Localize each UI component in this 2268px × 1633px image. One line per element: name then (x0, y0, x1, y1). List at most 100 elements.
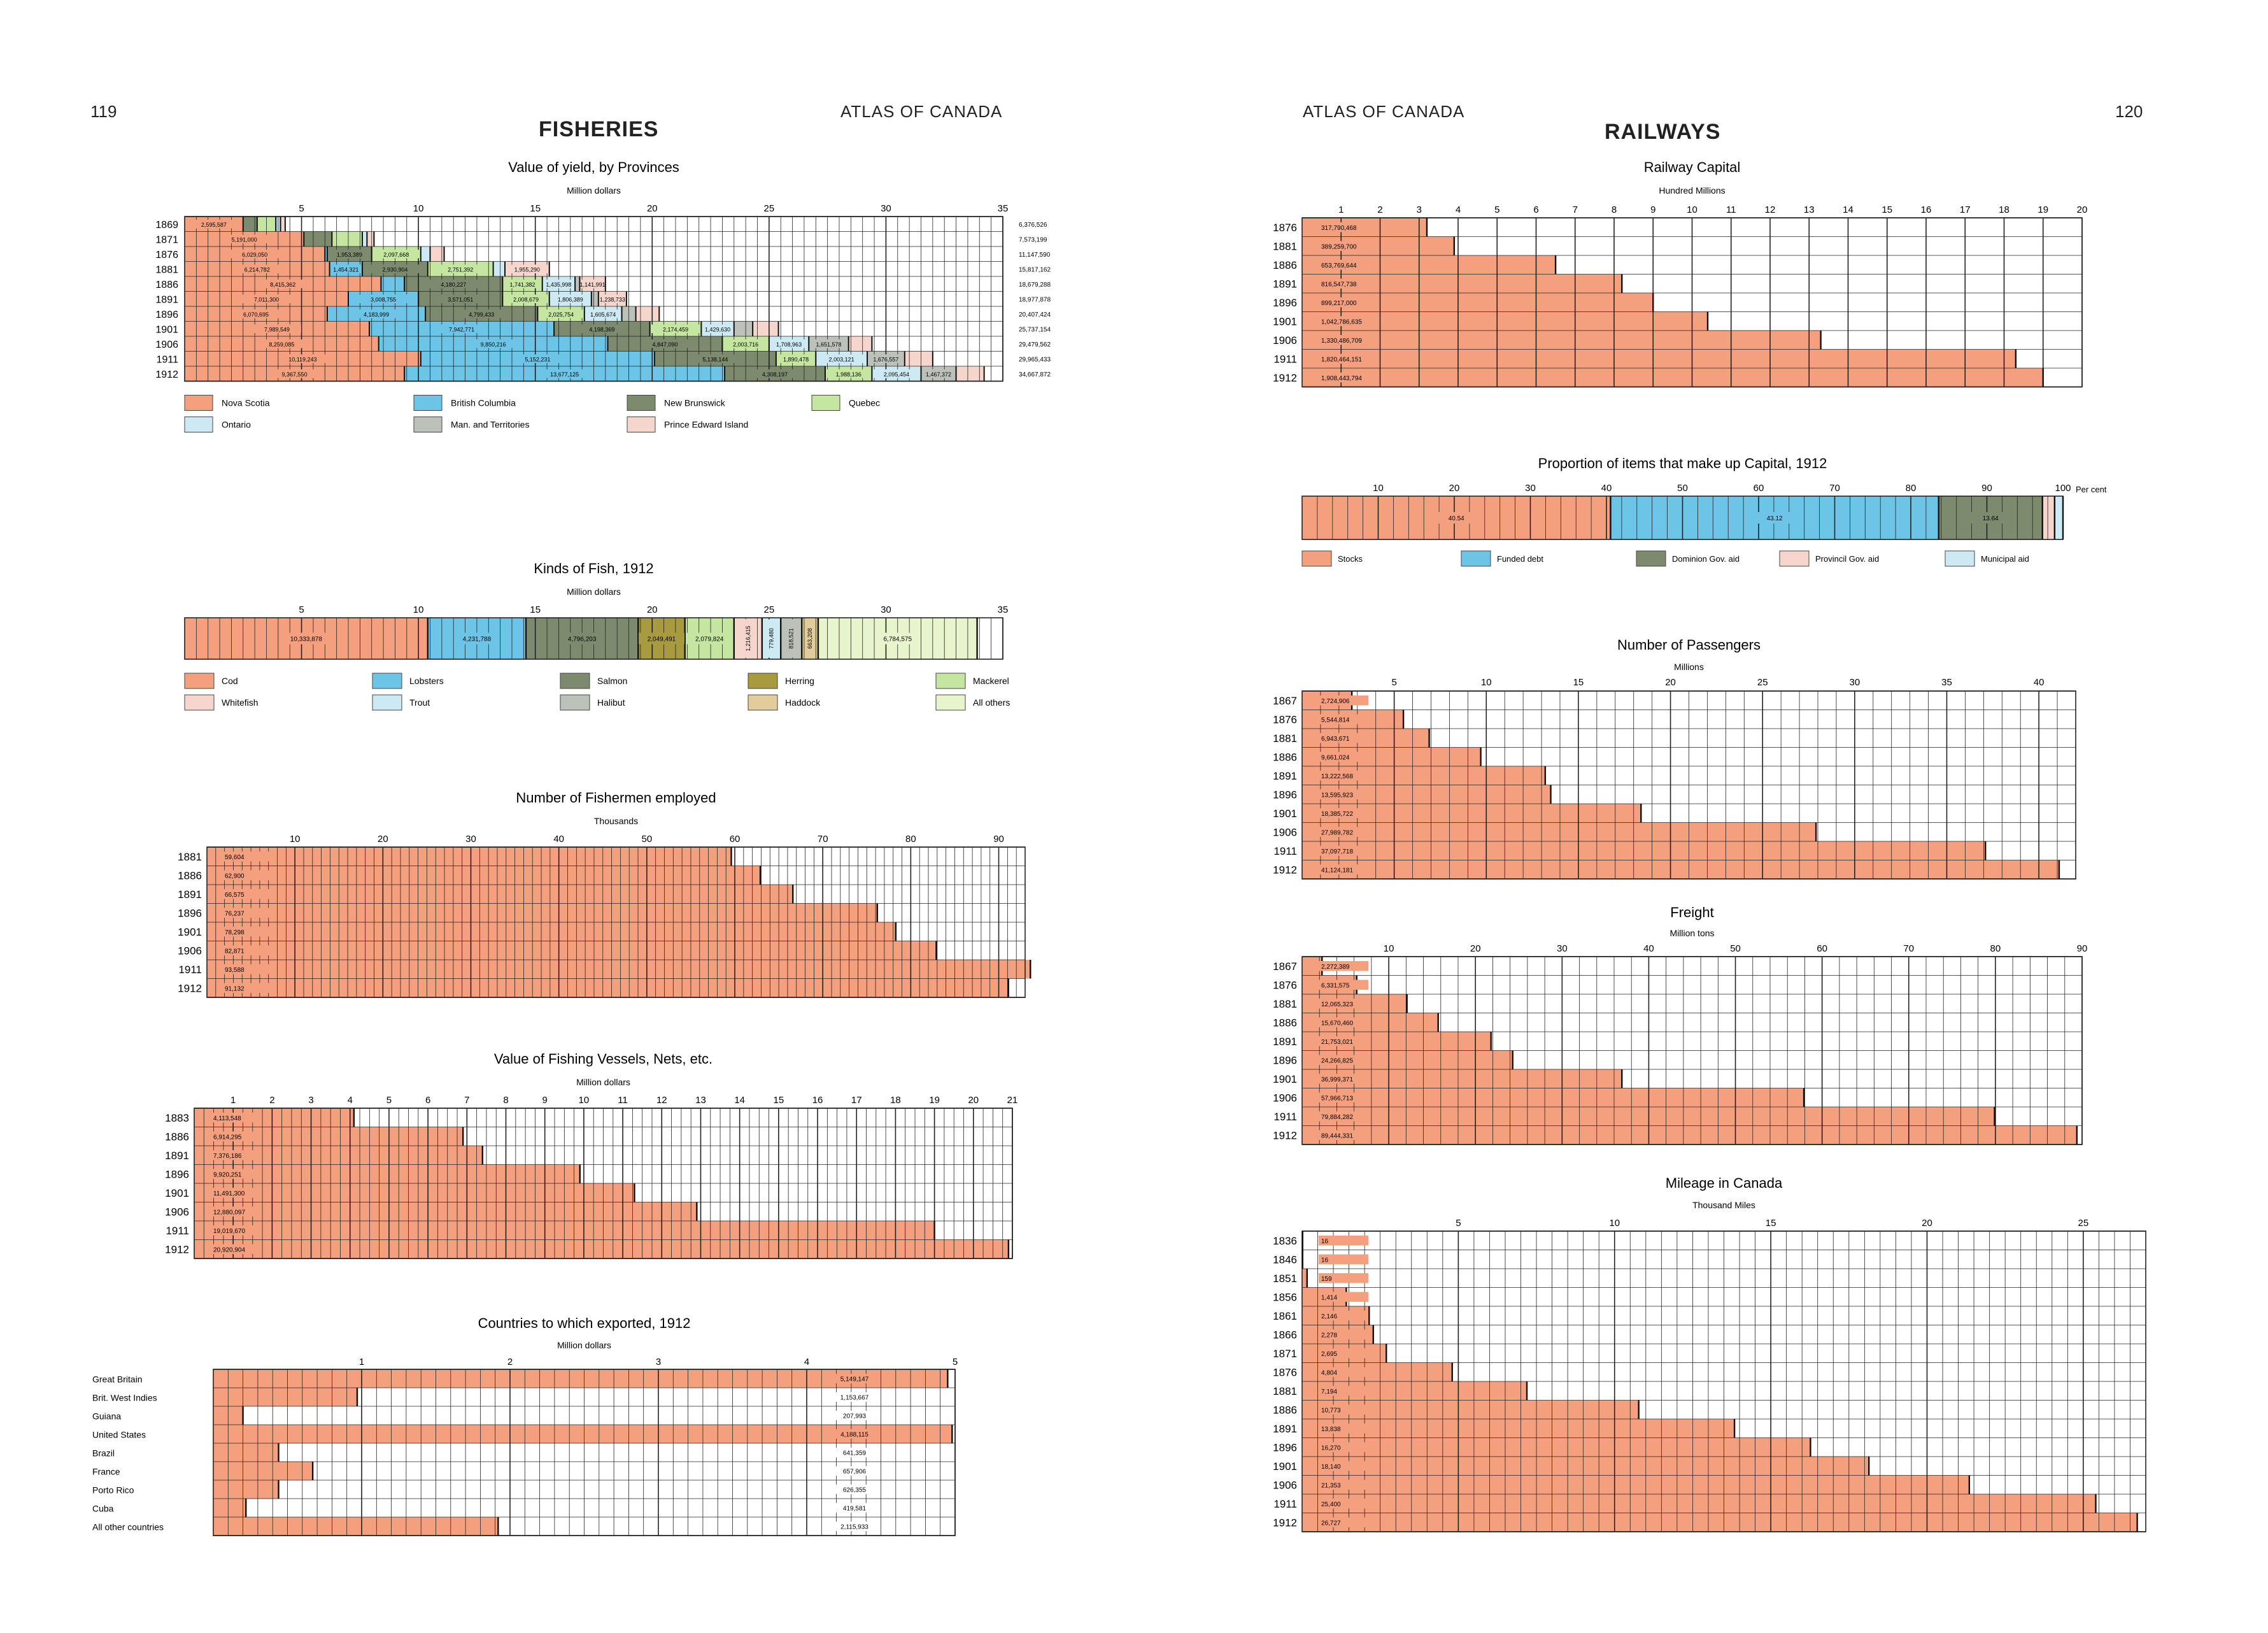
data-label-bg (242, 294, 291, 303)
data-label-bg (1319, 1480, 1368, 1490)
category-label: 1881 (1273, 1385, 1297, 1397)
section-title-railways: RAILWAYS (1605, 120, 1721, 144)
chart-mileage-in-canada: Mileage in Canada Thousand Miles 5 10 15 20 25… (1273, 1175, 2146, 1532)
data-label: 7,942,771 (449, 326, 474, 332)
tick-label: 6 (425, 1095, 430, 1106)
bar (1302, 841, 1986, 860)
legend-label: Dominion Gov. aid (1672, 554, 1740, 564)
data-label-bg (830, 1374, 880, 1383)
chart-kinds-of-fish: Kinds of Fish, 1912 Million dollars 5 10 15 2… (184, 560, 1010, 711)
row-total-label: 7,573,199 (1019, 236, 1047, 243)
chart-title: Mileage in Canada (1666, 1175, 1783, 1191)
bar-segment (753, 321, 779, 336)
category-label: All other countries (92, 1522, 164, 1532)
page-number-left: 119 (90, 102, 117, 121)
legend-swatch (1945, 550, 1975, 567)
tick-label: 15 (1766, 1218, 1776, 1229)
data-label: 816,547,738 (1321, 281, 1357, 288)
tick-label: 4 (348, 1095, 353, 1106)
chart-value-of-yield: Value of yield, by Provinces Million doll… (155, 159, 1051, 432)
data-label: 1,429,630 (705, 326, 730, 332)
tick-label: 11 (1726, 204, 1736, 215)
category-label: 1891 (1273, 1036, 1297, 1048)
data-label: 16,270 (1321, 1444, 1341, 1451)
bar-segment (381, 276, 405, 292)
bar (213, 1480, 279, 1499)
data-label-bg (1319, 1292, 1368, 1302)
tick-label: 30 (881, 604, 891, 615)
running-header-right: ATLAS OF CANADA (1303, 102, 1465, 121)
data-label-bg (723, 339, 768, 348)
bar (1302, 860, 2059, 879)
data-label-bg (211, 1113, 260, 1123)
tick-label: 1 (1338, 204, 1343, 215)
bar-segment (734, 321, 753, 336)
data-label: 2,008,679 (513, 296, 539, 303)
data-label: 43.12 (1767, 515, 1783, 522)
chart-title: Kinds of Fish, 1912 (534, 560, 653, 576)
bar (207, 941, 937, 960)
data-label: 317,790,468 (1321, 225, 1357, 232)
chart-title: Countries to which exported, 1912 (478, 1315, 691, 1331)
data-label: 1,330,486,709 (1321, 338, 1362, 345)
tick-label: 10 (413, 203, 424, 214)
tick-label: 1 (359, 1357, 364, 1367)
tick-label: 30 (465, 834, 476, 845)
category-label: 1901 (165, 1187, 189, 1199)
bar (1302, 1419, 1735, 1438)
data-label: 1,708,963 (776, 341, 802, 348)
plot-frame (1301, 690, 2076, 880)
bar (1302, 1269, 1307, 1288)
data-label-bg (437, 324, 486, 333)
data-label-bg (222, 983, 272, 993)
data-label-bg (599, 294, 625, 303)
data-label: 6,784,575 (884, 636, 912, 643)
data-label: 6,029,050 (242, 252, 267, 258)
bar (194, 1239, 1009, 1259)
bar (207, 866, 761, 885)
legend-swatch (748, 694, 778, 711)
category-label: 1886 (155, 280, 178, 290)
legend-label: Halibut (597, 697, 625, 708)
bar-segment (493, 261, 505, 276)
data-label: 2,025,754 (548, 311, 574, 318)
data-label: 1,988,136 (836, 371, 861, 378)
tick-label: 60 (1754, 483, 1764, 494)
data-label-bg (222, 945, 272, 955)
data-label: 13,595,923 (1321, 792, 1353, 799)
tick-label: 30 (881, 203, 891, 214)
tick-label: 19 (2038, 204, 2048, 215)
data-label: 4,113,548 (213, 1115, 241, 1122)
data-label: 2,724,906 (1321, 698, 1350, 705)
data-label-bg (578, 324, 627, 333)
category-label: 1883 (165, 1112, 189, 1124)
data-label: 59,604 (225, 854, 245, 861)
data-label: 2,095,454 (884, 371, 909, 378)
data-label: 1,676,557 (873, 356, 898, 362)
chart-title: Freight (1670, 904, 1713, 920)
data-label: 1,467,372 (926, 371, 951, 378)
category-label: 1906 (178, 945, 202, 957)
data-label: 419,581 (843, 1506, 867, 1513)
bar-segment (848, 336, 872, 352)
tick-label: 20 (1922, 1218, 1932, 1229)
data-label: 7,011,300 (254, 296, 279, 303)
tick-label: 4 (804, 1357, 809, 1367)
tick-label: 80 (905, 834, 916, 845)
tick-label: 20 (1470, 943, 1481, 954)
tick-label: 20 (647, 604, 658, 615)
data-label: 641,359 (843, 1450, 867, 1457)
data-label: 2,695 (1321, 1351, 1337, 1358)
bar (207, 922, 896, 941)
tick-label: 10 (290, 834, 301, 845)
tick-label: 30 (1850, 677, 1860, 688)
bar-segment (591, 291, 599, 306)
row-total-label: 15,817,162 (1019, 266, 1051, 273)
plot-frame (1301, 956, 2083, 1145)
data-label-bg (1319, 999, 1368, 1009)
data-label: 4,847,090 (652, 341, 677, 348)
category-label: Great Britain (92, 1374, 143, 1385)
axis-label: Million dollars (567, 587, 621, 597)
data-label-bg (543, 280, 574, 289)
data-label: 2,003,121 (829, 356, 854, 362)
